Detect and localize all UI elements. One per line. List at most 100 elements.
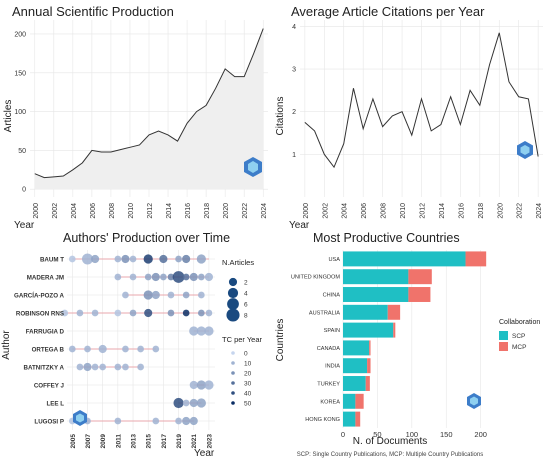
citations-x-tick-label: 2016 xyxy=(458,203,465,219)
size-legend-swatch xyxy=(227,287,239,299)
country-bar-mcp xyxy=(408,269,432,285)
annual-production-title: Annual Scientific Production xyxy=(12,4,174,19)
authors-production-title: Authors' Production over Time xyxy=(63,231,230,245)
citations-title: Average Article Citations per Year xyxy=(291,4,485,19)
country-label: USA xyxy=(328,257,340,263)
color-legend-swatch xyxy=(231,361,235,365)
country-bar-scp xyxy=(343,251,466,267)
countries-x-tick-label: 0 xyxy=(341,430,345,439)
author-production-point xyxy=(197,291,205,299)
country-bar-scp xyxy=(343,411,356,427)
author-production-point xyxy=(205,309,213,317)
author-production-point xyxy=(76,363,84,371)
author-production-point xyxy=(114,417,122,425)
citations-x-tick-label: 2020 xyxy=(497,203,504,219)
color-legend-swatch xyxy=(231,391,235,395)
production-x-tick-label: 2006 xyxy=(90,203,97,219)
citations-x-tick-label: 2024 xyxy=(536,203,543,219)
authors-production-panel: Authors' Production over Time 2005 2007 20… xyxy=(1,231,263,459)
countries-x-tick-label: 100 xyxy=(406,430,419,439)
country-label: INDIA xyxy=(325,364,340,370)
production-x-tick-label: 2010 xyxy=(128,203,135,219)
production-x-tick-label: 2020 xyxy=(223,203,230,219)
author-production-point xyxy=(143,254,153,264)
country-bar-scp xyxy=(343,393,356,409)
production-x-tick-label: 2012 xyxy=(147,203,154,219)
color-legend-label: 10 xyxy=(244,361,252,368)
production-x-tick-label: 2014 xyxy=(166,203,173,219)
country-label: UNITED KINGDOM xyxy=(291,275,340,281)
author-production-point xyxy=(151,290,160,300)
citations-x-tick-label: 2006 xyxy=(361,203,368,219)
country-label: CHINA xyxy=(323,293,341,299)
countries-caption: SCP: Single Country Publications, MCP: M… xyxy=(297,452,483,458)
author-production-point xyxy=(84,345,91,353)
author-name-label: LEE L xyxy=(46,400,64,407)
author-production-point xyxy=(189,416,198,426)
production-x-tick-label: 2000 xyxy=(33,203,40,219)
citations-y-tick-label: 4 xyxy=(292,24,296,31)
country-bar-mcp xyxy=(355,411,361,427)
author-production-point xyxy=(137,345,144,353)
size-legend-label: 6 xyxy=(244,302,248,309)
color-legend-title: TC per Year xyxy=(222,335,263,344)
author-production-point xyxy=(160,273,167,281)
author-production-point xyxy=(182,309,190,317)
countries-y-label: Countries xyxy=(275,319,286,362)
author-production-point xyxy=(204,380,214,390)
author-production-point xyxy=(122,363,129,371)
author-name-label: BATNITZKY A xyxy=(24,364,65,371)
author-production-point xyxy=(68,255,76,263)
production-x-tick-label: 2004 xyxy=(71,203,78,219)
country-bar-mcp xyxy=(369,340,371,356)
annual-production-x-label: Year xyxy=(14,220,35,231)
author-production-point xyxy=(91,254,100,264)
author-production-point xyxy=(81,253,94,265)
production-y-tick-label: 50 xyxy=(18,148,26,155)
author-production-point xyxy=(182,399,190,407)
author-production-point xyxy=(114,273,122,281)
author-production-point xyxy=(182,254,191,264)
author-production-point xyxy=(196,398,206,408)
authors-x-tick-label: 2009 xyxy=(100,434,107,449)
author-production-point xyxy=(121,254,130,264)
author-production-point xyxy=(172,271,185,283)
citations-x-tick-label: 2014 xyxy=(439,203,446,219)
annual-production-panel: Annual Scientific Production 2000 2002 200… xyxy=(3,4,268,231)
author-production-point xyxy=(129,309,137,317)
author-production-point xyxy=(91,309,99,317)
annual-production-y-label: Articles xyxy=(3,100,14,133)
citations-x-tick-label: 2004 xyxy=(342,203,349,219)
country-bar-scp xyxy=(343,340,370,356)
size-legend-swatch xyxy=(227,298,239,310)
author-production-point xyxy=(182,416,191,426)
author-production-point xyxy=(196,254,206,264)
authors-x-tick-label: 2015 xyxy=(146,434,153,449)
author-production-point xyxy=(197,273,205,281)
size-legend-label: 4 xyxy=(244,291,248,298)
author-production-point xyxy=(122,345,129,353)
color-legend-label: 20 xyxy=(244,371,252,378)
author-production-point xyxy=(189,398,198,408)
citations-x-tick-label: 2002 xyxy=(322,203,329,219)
author-production-point xyxy=(196,380,206,390)
color-legend-label: 0 xyxy=(244,351,248,358)
productive-countries-panel: Most Productive Countries 0 50 100 150 200 US… xyxy=(275,231,540,458)
author-production-point xyxy=(173,397,184,409)
color-legend-swatch xyxy=(231,381,235,385)
logo-icon xyxy=(517,141,533,159)
citations-x-tick-label: 2012 xyxy=(420,203,427,219)
author-production-point xyxy=(83,362,92,372)
countries-x-tick-label: 150 xyxy=(440,430,453,439)
author-production-point xyxy=(129,273,137,281)
author-production-point xyxy=(167,291,175,299)
countries-x-label: N. of Documents xyxy=(353,436,427,447)
country-bar-mcp xyxy=(408,287,431,302)
production-area xyxy=(34,28,264,190)
author-name-label: COFFEY J xyxy=(34,382,65,389)
country-bar-mcp xyxy=(387,304,401,320)
author-production-point xyxy=(114,363,122,371)
author-production-point xyxy=(68,345,76,353)
countries-x-tick-label: 50 xyxy=(373,430,381,439)
